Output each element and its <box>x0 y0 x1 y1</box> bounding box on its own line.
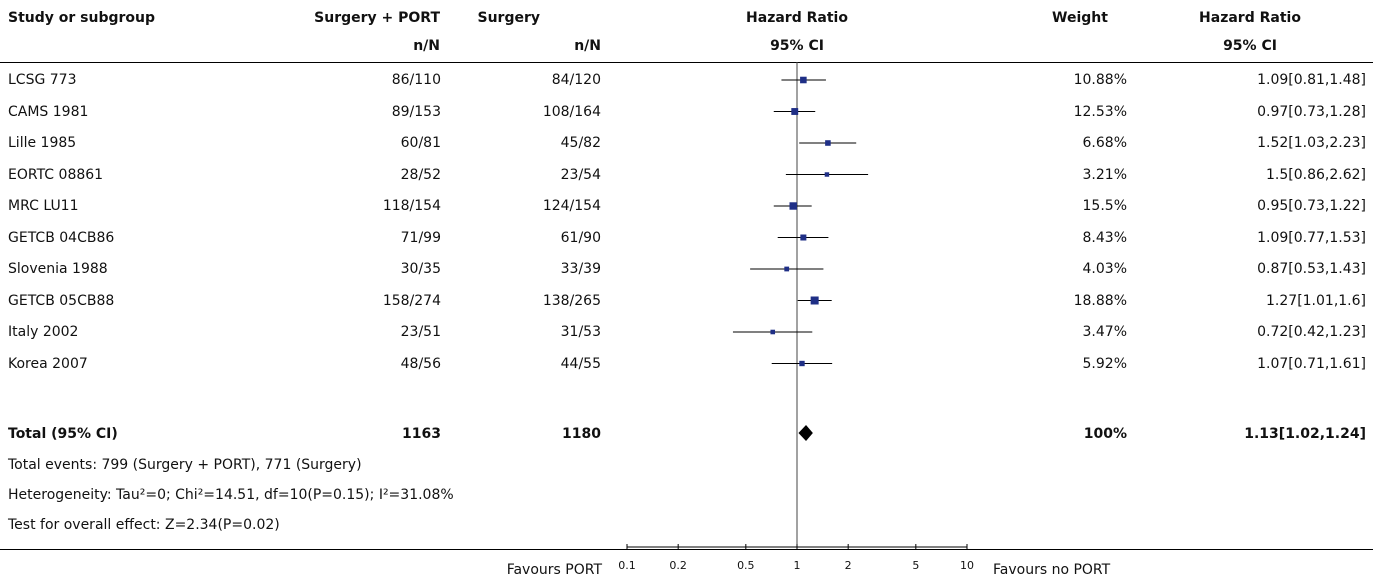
study-hr-ci: 0.95[0.73,1.22] <box>1257 198 1366 214</box>
study-name: Lille 1985 <box>8 135 77 151</box>
point-estimate <box>810 296 819 305</box>
group2-count: 44/55 <box>560 355 601 372</box>
favours-left-label: Favours PORT <box>506 562 602 578</box>
study-weight: 4.03% <box>1082 261 1127 277</box>
group1-count: 30/35 <box>400 261 441 277</box>
header-effect: Hazard Ratio <box>746 10 848 26</box>
study-weight: 6.68% <box>1082 135 1127 151</box>
point-estimate <box>784 266 790 272</box>
study-hr-ci: 1.09[0.81,1.48] <box>1257 72 1366 88</box>
study-weight: 10.88% <box>1073 72 1127 88</box>
study-name: Slovenia 1988 <box>8 261 108 277</box>
header-hr: Hazard Ratio <box>1199 10 1301 26</box>
point-estimate <box>824 172 830 177</box>
total-diamond <box>798 425 813 441</box>
group2-count: 108/164 <box>542 103 601 120</box>
study-weight: 15.5% <box>1082 198 1127 214</box>
header-study: Study or subgroup <box>8 10 156 26</box>
x-tick-label: 1 <box>794 559 801 572</box>
group1-count: 89/153 <box>391 103 441 120</box>
study-hr-ci: 0.97[0.73,1.28] <box>1257 103 1366 120</box>
group1-count: 158/274 <box>382 292 441 309</box>
subheader-effect: 95% CI <box>770 38 824 54</box>
bottom-rule <box>0 549 1373 550</box>
group2-count: 33/39 <box>560 261 601 277</box>
study-name: GETCB 05CB88 <box>8 292 115 309</box>
x-tick-label: 5 <box>912 559 919 572</box>
group1-count: 60/81 <box>400 135 441 151</box>
study-name: GETCB 04CB86 <box>8 229 115 246</box>
subheader-group2: n/N <box>574 38 601 54</box>
total-label: Total (95% CI) <box>8 426 118 442</box>
total-ci: 1.13[1.02,1.24] <box>1244 426 1366 442</box>
x-tick-label: 10 <box>960 559 974 572</box>
group2-count: 31/53 <box>560 324 601 340</box>
header-rule <box>0 62 1373 63</box>
group2-count: 124/154 <box>542 198 601 214</box>
point-estimate <box>800 76 807 84</box>
group1-count: 28/52 <box>400 166 441 183</box>
header-group1: Surgery + PORT <box>314 10 440 26</box>
study-hr-ci: 1.5[0.86,2.62] <box>1266 166 1366 183</box>
subheader-hr: 95% CI <box>1223 38 1277 54</box>
group1-count: 71/99 <box>400 229 441 246</box>
study-weight: 5.92% <box>1082 355 1127 372</box>
x-tick-label: 0.2 <box>669 559 687 572</box>
study-weight: 12.53% <box>1073 103 1127 120</box>
group2-count: 61/90 <box>560 229 601 246</box>
point-estimate <box>789 202 797 210</box>
total-group2: 1180 <box>562 426 601 442</box>
x-tick-label: 0.1 <box>618 559 636 572</box>
point-estimate <box>791 108 799 115</box>
study-hr-ci: 0.87[0.53,1.43] <box>1257 261 1366 277</box>
group2-count: 23/54 <box>560 166 601 183</box>
point-estimate <box>825 140 831 146</box>
point-estimate <box>770 329 776 335</box>
study-hr-ci: 0.72[0.42,1.23] <box>1257 324 1366 340</box>
x-tick-label: 0.5 <box>737 559 755 572</box>
study-name: CAMS 1981 <box>8 103 89 120</box>
footnote-overall: Test for overall effect: Z=2.34(P=0.02) <box>8 517 280 533</box>
group2-count: 138/265 <box>542 292 601 309</box>
group1-count: 118/154 <box>382 198 441 214</box>
footnote-events: Total events: 799 (Surgery + PORT), 771 … <box>8 457 362 473</box>
x-tick-label: 2 <box>845 559 852 572</box>
study-hr-ci: 1.07[0.71,1.61] <box>1257 355 1366 372</box>
study-name: Korea 2007 <box>8 355 88 372</box>
study-weight: 8.43% <box>1082 229 1127 246</box>
study-weight: 3.21% <box>1082 166 1127 183</box>
header-group2: Surgery <box>477 10 540 26</box>
subheader-group1: n/N <box>413 38 440 54</box>
study-name: Italy 2002 <box>8 324 79 340</box>
group2-count: 84/120 <box>551 72 601 88</box>
study-name: EORTC 08861 <box>8 166 104 183</box>
group1-count: 86/110 <box>391 72 441 88</box>
study-hr-ci: 1.52[1.03,2.23] <box>1257 135 1366 151</box>
study-name: MRC LU11 <box>8 198 79 214</box>
study-hr-ci: 1.09[0.77,1.53] <box>1257 229 1366 246</box>
favours-right-label: Favours no PORT <box>993 562 1111 578</box>
total-weight: 100% <box>1083 426 1127 442</box>
footnote-heterogeneity: Heterogeneity: Tau²=0; Chi²=14.51, df=10… <box>8 487 454 503</box>
header-weight: Weight <box>1052 10 1108 26</box>
group1-count: 23/51 <box>400 324 441 340</box>
total-group1: 1163 <box>402 426 441 442</box>
group2-count: 45/82 <box>560 135 601 151</box>
point-estimate <box>799 360 805 367</box>
group1-count: 48/56 <box>400 355 441 372</box>
study-name: LCSG 773 <box>8 72 77 88</box>
study-weight: 3.47% <box>1082 324 1127 340</box>
study-weight: 18.88% <box>1073 292 1127 309</box>
point-estimate <box>800 234 807 241</box>
study-hr-ci: 1.27[1.01,1.6] <box>1266 292 1366 309</box>
